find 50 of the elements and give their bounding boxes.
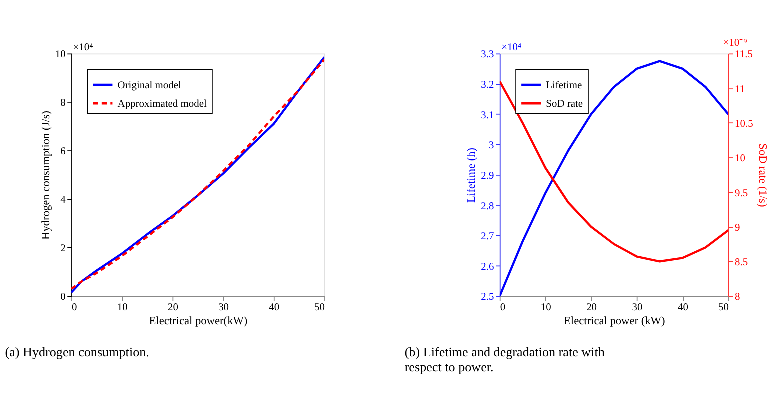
x-tick-label: 20: [586, 302, 598, 314]
text: (a) Hydrogen consumption.: [5, 344, 150, 360]
y-tick-label: 2.5: [481, 292, 494, 304]
y-tick-label: 2: [60, 244, 66, 255]
y2-tick-label: 9: [735, 222, 740, 234]
x-tick-label: 50: [718, 302, 729, 314]
x-tick-label: 0: [500, 302, 506, 314]
y2-tick-label: 8: [735, 292, 740, 304]
y-tick-label: 3.2: [481, 80, 494, 91]
y2-tick-label: 11.5: [735, 50, 753, 61]
x-tick-label: 50: [314, 302, 325, 314]
x-axis-title: Electrical power(kW): [149, 316, 248, 328]
line-series: [500, 80, 729, 263]
x-tick-label: 40: [678, 302, 688, 314]
y-tick-label: 2.6: [481, 262, 494, 273]
y-tick-label: 3: [489, 140, 494, 152]
y-tick-label: 10: [55, 50, 66, 61]
y-tick-label: 0: [60, 292, 66, 304]
y-tick-label: 6: [60, 146, 66, 158]
y2-tick-label: 11: [735, 84, 746, 96]
legend-label: Original model: [118, 80, 182, 92]
legend-label: Lifetime: [546, 80, 583, 92]
y-tick-label: 3.1: [481, 110, 494, 122]
y-tick-label: 2.8: [481, 201, 494, 212]
y2-tick-label: 9.5: [735, 188, 748, 200]
x-tick-label: 40: [269, 302, 280, 314]
y2-tick-label: 8.5: [735, 258, 748, 269]
x-tick-label: 10: [117, 302, 128, 314]
x-tick-label: 30: [632, 302, 643, 314]
y-tick-label: 8: [60, 98, 66, 110]
text: ×10⁻⁹: [723, 38, 748, 49]
x-axis-title: Electrical power (kW): [564, 316, 666, 328]
x-tick-label: 20: [168, 302, 178, 314]
x-tick-label: 30: [218, 302, 230, 314]
y2-tick-label: 10.5: [735, 118, 754, 130]
y-axis-title: Hydrogen consumption (J/s): [40, 110, 52, 240]
y-axis-title: Lifetime (h): [466, 148, 478, 203]
text: (b) Lifetime and degradation rate with respect to power.: [404, 344, 606, 374]
legend-label: Approximated model: [118, 98, 207, 110]
x-tick-label: 0: [72, 302, 78, 314]
x-tick-label: 10: [540, 302, 552, 314]
text: ×10⁴: [502, 42, 522, 54]
text: ×10⁴: [73, 42, 94, 54]
y2-tick-label: 10: [735, 154, 746, 165]
y-tick-label: 2.7: [481, 232, 494, 243]
legend-label: SoD rate: [546, 98, 584, 110]
y2-axis-title: SoD rate (1/s): [756, 144, 768, 208]
y-tick-label: 2.9: [481, 170, 494, 182]
y-tick-label: 4: [60, 195, 67, 206]
y-tick-label: 3.3: [481, 50, 494, 61]
